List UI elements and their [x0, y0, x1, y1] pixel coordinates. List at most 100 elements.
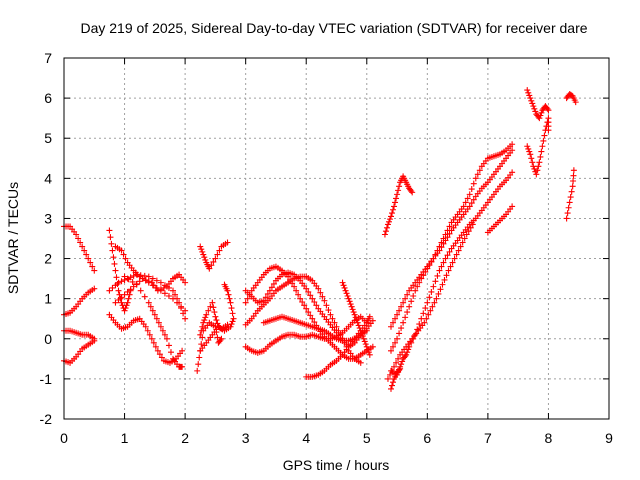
plus-marker — [118, 294, 125, 301]
plus-marker — [154, 287, 161, 294]
plus-marker — [540, 137, 547, 144]
plus-marker — [527, 151, 534, 158]
series-track-11 — [197, 239, 231, 272]
plus-marker — [534, 167, 541, 174]
plus-marker — [529, 100, 536, 107]
plus-marker — [545, 107, 552, 114]
plus-marker — [158, 354, 165, 361]
plus-marker — [531, 105, 538, 112]
plus-marker — [404, 309, 411, 316]
plus-marker — [354, 319, 361, 326]
plus-marker — [210, 304, 217, 311]
plus-marker — [227, 299, 234, 306]
plus-marker — [264, 290, 271, 297]
plus-marker — [383, 224, 390, 231]
plus-marker — [197, 243, 204, 250]
plus-marker — [122, 305, 129, 312]
plus-marker — [194, 367, 201, 374]
plus-marker — [331, 319, 338, 326]
plus-marker — [394, 335, 401, 342]
plus-marker — [538, 109, 545, 116]
series-track-24 — [388, 147, 516, 354]
plus-marker — [386, 371, 393, 378]
plus-marker — [395, 187, 402, 194]
plus-marker — [344, 292, 351, 299]
plus-marker — [410, 292, 417, 299]
plus-marker — [214, 320, 221, 327]
plus-marker — [453, 251, 460, 258]
plus-marker — [390, 319, 397, 326]
plus-marker — [464, 195, 471, 202]
plus-marker — [315, 285, 322, 292]
plus-marker — [207, 303, 214, 310]
plus-marker — [112, 299, 119, 306]
plus-marker — [307, 292, 314, 299]
plus-marker — [526, 92, 533, 99]
plus-marker — [146, 331, 153, 338]
plus-marker — [165, 342, 172, 349]
plus-marker — [567, 194, 574, 201]
plus-marker — [391, 363, 398, 370]
plus-marker — [467, 224, 474, 231]
plus-marker — [79, 243, 86, 250]
plus-marker — [91, 337, 98, 344]
plus-marker — [139, 275, 146, 282]
plus-marker — [303, 285, 310, 292]
y-tick-labels: -2 -1 0 1 2 3 4 5 6 7 — [40, 50, 53, 427]
plus-marker — [393, 195, 400, 202]
plus-marker — [133, 281, 140, 288]
plus-marker — [156, 351, 163, 358]
plus-marker — [154, 347, 161, 354]
plus-marker — [528, 155, 535, 162]
plus-marker — [148, 335, 155, 342]
plus-marker — [427, 307, 434, 314]
plus-marker — [244, 295, 251, 302]
plus-marker — [544, 105, 551, 112]
plus-marker — [400, 319, 407, 326]
plus-marker — [389, 367, 396, 374]
plus-marker — [531, 165, 538, 172]
plus-marker — [430, 283, 437, 290]
plus-marker — [364, 346, 371, 353]
y-tick-label: 7 — [44, 50, 52, 66]
plus-marker — [123, 302, 130, 309]
plus-marker — [159, 327, 166, 334]
plus-marker — [142, 276, 149, 283]
plus-marker — [227, 323, 234, 330]
y-axis-label: SDTVAR / TECUs — [5, 182, 21, 294]
plus-marker — [311, 319, 318, 326]
plus-marker — [91, 267, 98, 274]
plus-marker — [445, 267, 452, 274]
plus-marker — [325, 307, 332, 314]
grid-lines — [64, 58, 609, 419]
plus-marker — [225, 291, 232, 298]
plus-marker — [106, 287, 113, 294]
plus-marker — [115, 287, 122, 294]
y-tick-label: 1 — [44, 291, 52, 307]
plus-marker — [174, 295, 181, 302]
plus-marker — [384, 375, 391, 382]
plus-marker — [388, 213, 394, 220]
series-track-27 — [388, 365, 404, 392]
plus-marker — [412, 287, 419, 294]
plus-marker — [459, 239, 466, 246]
plus-marker — [408, 188, 415, 195]
plus-marker — [124, 299, 131, 306]
plus-marker — [525, 145, 532, 152]
x-axis-label: GPS time / hours — [283, 457, 390, 473]
plus-marker — [228, 305, 235, 312]
plus-marker — [403, 351, 410, 358]
plus-marker — [416, 279, 423, 286]
plus-marker — [457, 243, 464, 250]
plus-marker — [439, 281, 446, 288]
plus-marker — [353, 317, 360, 324]
axis-ticks — [63, 57, 610, 420]
plus-marker — [366, 351, 373, 358]
plus-marker — [384, 221, 391, 228]
plus-marker — [73, 231, 80, 238]
plus-marker — [386, 216, 393, 223]
plus-marker — [202, 314, 209, 321]
plus-marker — [434, 272, 441, 279]
plus-marker — [108, 240, 115, 247]
plus-marker — [355, 322, 362, 329]
